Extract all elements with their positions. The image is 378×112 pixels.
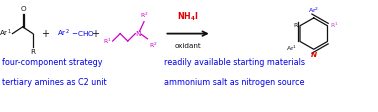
Text: +: + — [91, 29, 99, 39]
Text: +: + — [41, 29, 50, 39]
Text: O: O — [21, 6, 26, 12]
Text: oxidant: oxidant — [175, 43, 201, 49]
Text: $\mathregular{R^2}$: $\mathregular{R^2}$ — [140, 11, 149, 20]
Text: $\mathregular{Ar^2}$: $\mathregular{Ar^2}$ — [308, 6, 319, 15]
Text: four-component strategy: four-component strategy — [2, 58, 102, 67]
Text: ammonium salt as nitrogen source: ammonium salt as nitrogen source — [164, 78, 305, 87]
Text: R: R — [293, 23, 297, 28]
Text: readily available starting materials: readily available starting materials — [164, 58, 305, 67]
Text: $\mathbf{NH_4I}$: $\mathbf{NH_4I}$ — [177, 11, 199, 23]
Text: tertiary amines as C2 unit: tertiary amines as C2 unit — [2, 78, 107, 87]
Text: $\mathrm{Ar^1}$: $\mathrm{Ar^1}$ — [0, 28, 12, 39]
Text: $\mathregular{R^2}$: $\mathregular{R^2}$ — [149, 41, 157, 50]
Text: N: N — [311, 52, 317, 58]
Text: $\mathregular{Ar^1}$: $\mathregular{Ar^1}$ — [286, 43, 297, 53]
Text: $\mathregular{Ar^2}$: $\mathregular{Ar^2}$ — [57, 28, 69, 39]
Text: N: N — [136, 31, 141, 37]
Text: $\mathregular{R^1}$: $\mathregular{R^1}$ — [103, 37, 112, 46]
Text: $\mathregular{R^1}$: $\mathregular{R^1}$ — [330, 21, 339, 30]
Text: R: R — [30, 49, 36, 55]
Text: $\mathregular{-CHO}$: $\mathregular{-CHO}$ — [71, 29, 95, 38]
